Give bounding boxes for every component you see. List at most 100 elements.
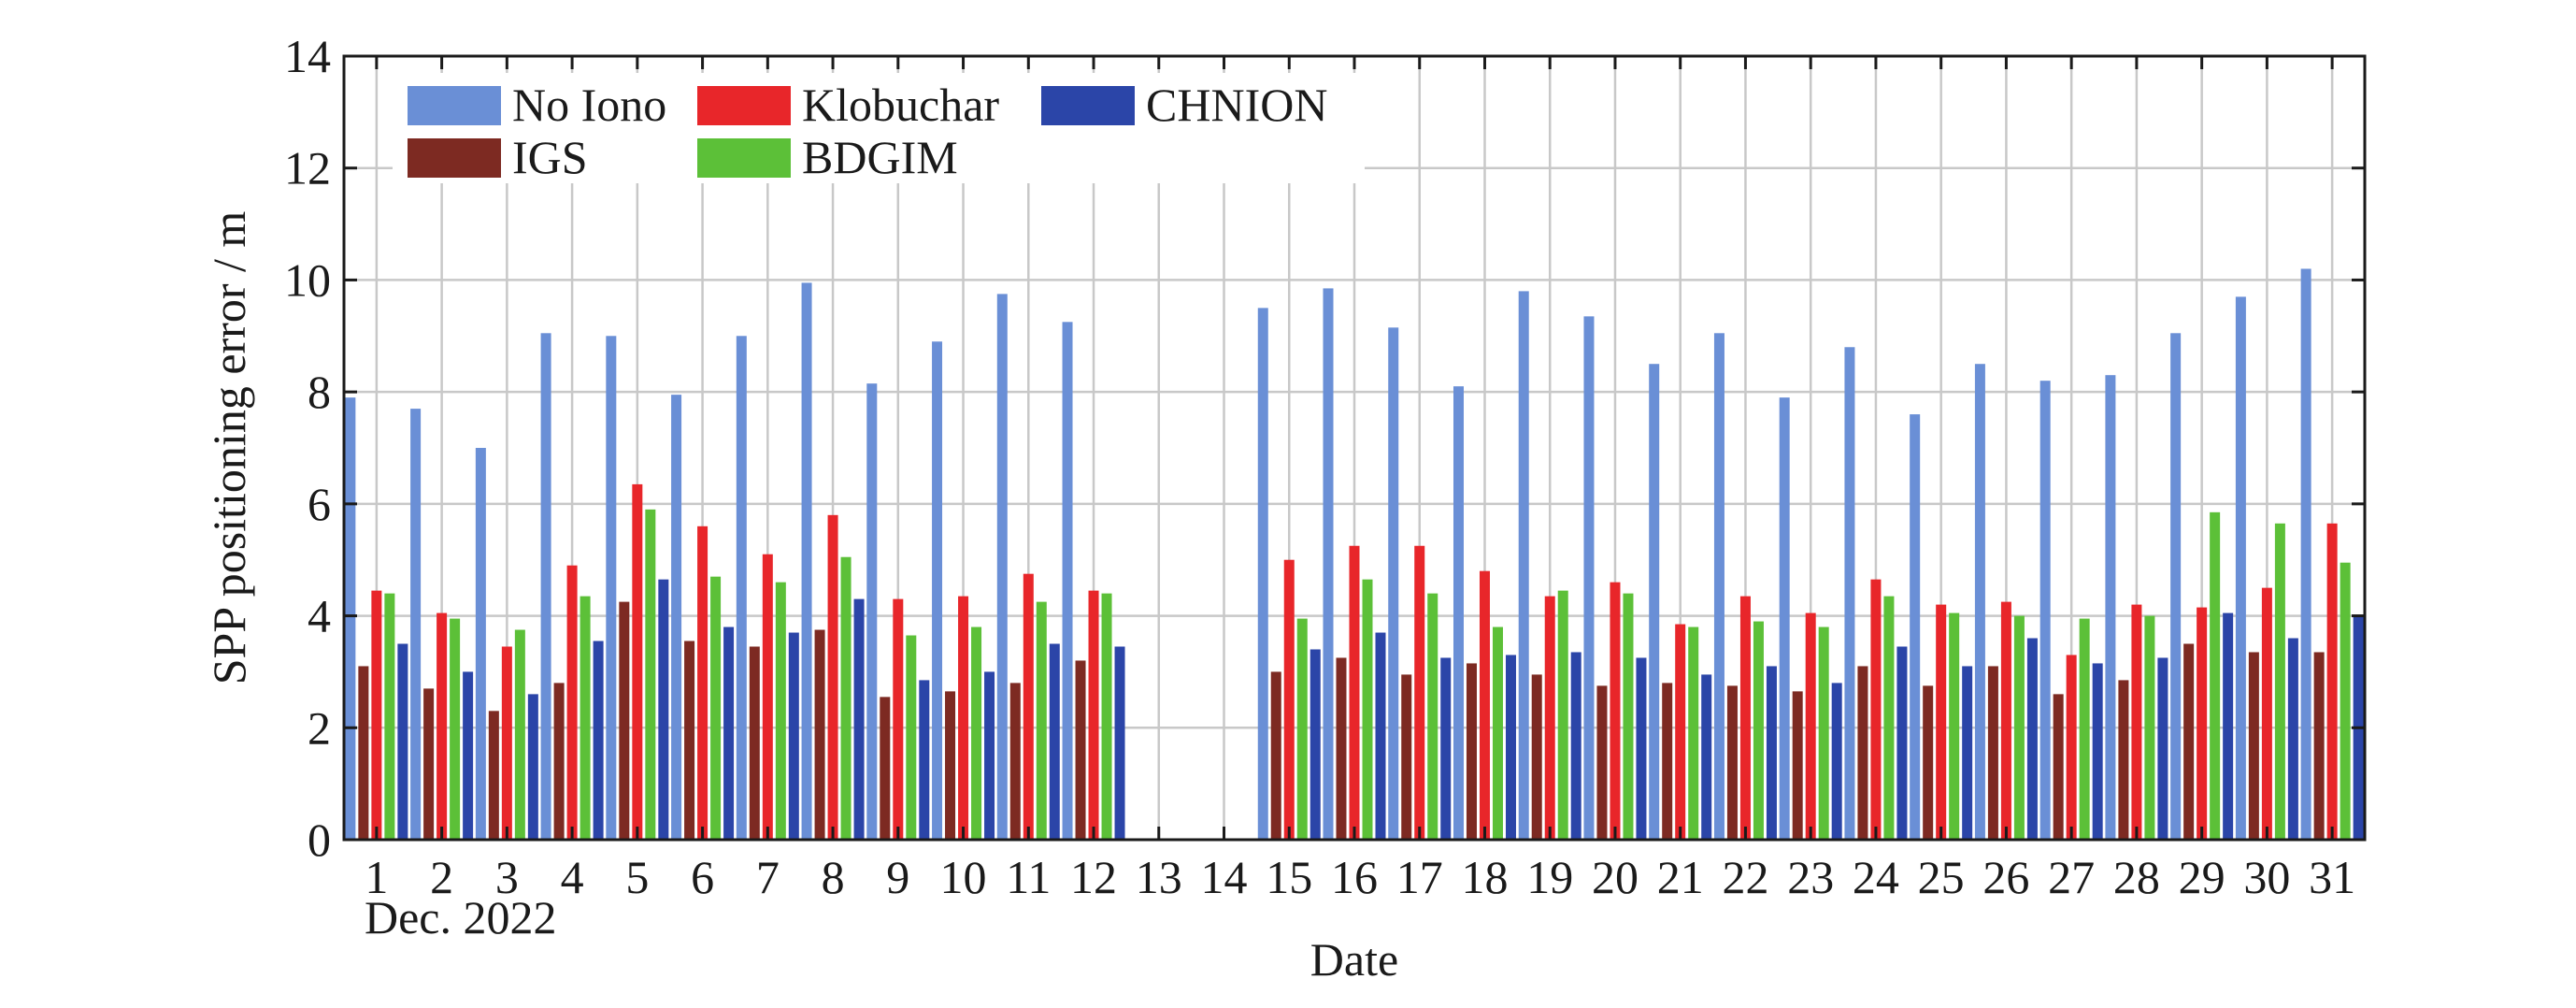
bar-bdgim — [1296, 618, 1308, 840]
x-tick-label: 2 — [430, 851, 453, 903]
bar-igs — [1075, 660, 1086, 840]
bar-chnion — [1636, 657, 1647, 840]
bar-no-iono — [1388, 327, 1399, 840]
bar-chnion — [1049, 643, 1060, 840]
legend-swatch — [697, 138, 791, 178]
bar-no-iono — [1323, 288, 1334, 841]
legend-swatch — [697, 86, 791, 125]
bar-chnion — [919, 680, 930, 840]
bar-igs — [2313, 652, 2325, 840]
x-tick-label: 13 — [1136, 851, 1182, 903]
bar-klobuchar — [1610, 582, 1621, 840]
y-tick-label: 2 — [308, 701, 331, 754]
bar-bdgim — [384, 593, 395, 840]
x-axis-title: Date — [1310, 933, 1398, 986]
bar-bdgim — [710, 576, 722, 840]
bar-klobuchar — [1023, 573, 1034, 840]
bar-klobuchar — [501, 646, 512, 840]
bar-igs — [553, 683, 565, 840]
bar-klobuchar — [1544, 596, 1555, 840]
bar-igs — [358, 666, 369, 840]
bar-no-iono — [1844, 347, 1855, 840]
bar-bdgim — [2274, 523, 2285, 840]
bar-igs — [2183, 643, 2195, 840]
bar-chnion — [2223, 612, 2234, 840]
bar-igs — [1987, 666, 1998, 840]
bar-no-iono — [2105, 375, 2116, 840]
bar-bdgim — [580, 596, 591, 840]
bar-igs — [1792, 691, 1803, 840]
bar-bdgim — [514, 629, 525, 840]
bar-bdgim — [2210, 511, 2221, 840]
bar-chnion — [2157, 657, 2168, 840]
x-tick-label: 7 — [756, 851, 780, 903]
bar-klobuchar — [1479, 570, 1490, 840]
bar-chnion — [1766, 666, 1777, 840]
x-tick-label: 8 — [822, 851, 845, 903]
bar-chnion — [1701, 674, 1712, 840]
legend-label: BDGIM — [802, 131, 958, 183]
bars — [345, 268, 2364, 841]
bar-no-iono — [475, 448, 486, 840]
bar-no-iono — [1779, 397, 1790, 840]
bar-klobuchar — [1870, 579, 1882, 840]
bar-klobuchar — [2261, 587, 2272, 840]
bar-igs — [2053, 694, 2064, 840]
bar-bdgim — [1036, 601, 1047, 840]
bar-bdgim — [971, 626, 982, 840]
bar-klobuchar — [697, 526, 708, 840]
y-axis-title: SPP positioning error / m — [203, 211, 255, 685]
bar-klobuchar — [1936, 604, 1947, 840]
bar-klobuchar — [827, 514, 838, 840]
bar-bdgim — [1492, 626, 1503, 840]
bar-klobuchar — [371, 590, 382, 840]
bar-klobuchar — [2197, 607, 2208, 840]
bar-bdgim — [1427, 593, 1438, 840]
y-tick-label: 12 — [284, 142, 331, 194]
bar-no-iono — [1453, 386, 1464, 840]
x-tick-label: 5 — [625, 851, 649, 903]
bar-no-iono — [410, 409, 422, 840]
bar-chnion — [1505, 655, 1516, 840]
bar-no-iono — [1974, 364, 1985, 840]
bar-chnion — [593, 641, 604, 840]
legend-label: IGS — [512, 131, 588, 183]
bar-igs — [1923, 685, 1934, 840]
bar-chnion — [1375, 632, 1386, 840]
bar-bdgim — [1818, 626, 1829, 840]
bar-klobuchar — [1349, 545, 1360, 840]
x-tick-label: 31 — [2309, 851, 2355, 903]
bar-no-iono — [671, 395, 682, 840]
bar-bdgim — [450, 618, 461, 840]
bar-bdgim — [2144, 615, 2155, 840]
bar-igs — [1857, 666, 1868, 840]
x-tick-label: 18 — [1461, 851, 1508, 903]
bar-klobuchar — [1414, 545, 1425, 840]
bar-chnion — [2287, 638, 2298, 840]
x-tick-label: 19 — [1526, 851, 1573, 903]
bar-igs — [1466, 663, 1477, 840]
legend-swatch — [408, 138, 501, 178]
bar-bdgim — [2079, 618, 2090, 840]
bar-klobuchar — [436, 612, 448, 840]
bar-bdgim — [2340, 562, 2351, 840]
bar-igs — [488, 711, 499, 840]
x-tick-label: 30 — [2243, 851, 2290, 903]
bar-chnion — [1440, 657, 1452, 840]
bar-bdgim — [1949, 612, 1960, 840]
bar-bdgim — [1557, 590, 1568, 840]
y-tick-label: 6 — [308, 478, 331, 530]
bar-igs — [2248, 652, 2259, 840]
bar-bdgim — [906, 635, 917, 840]
x-tick-label: 12 — [1070, 851, 1117, 903]
x-tick-label: 15 — [1266, 851, 1312, 903]
bar-bdgim — [1101, 593, 1112, 840]
bar-chnion — [658, 579, 669, 840]
bar-bdgim — [775, 582, 786, 840]
bar-igs — [1336, 657, 1347, 840]
x-tick-label: 24 — [1853, 851, 1899, 903]
bar-bdgim — [1688, 626, 1699, 840]
bar-chnion — [463, 671, 474, 840]
